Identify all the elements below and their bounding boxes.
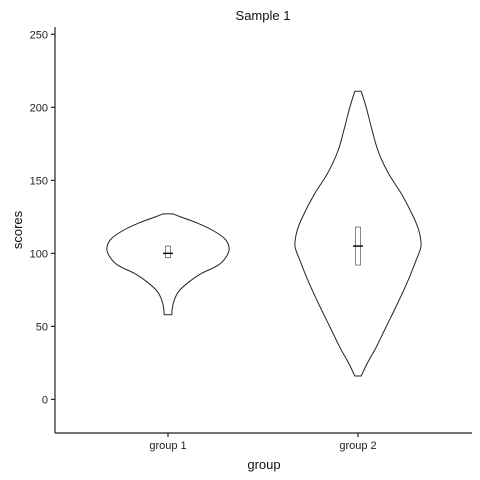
x-tick-label: group 2 xyxy=(339,440,376,452)
x-axis-title: group xyxy=(247,457,280,472)
box-iqr xyxy=(165,245,171,259)
axes-layer: 0 50 100 150 200 250 group 1 group 2 xyxy=(30,27,472,452)
violins-layer xyxy=(106,90,422,377)
violin-outline xyxy=(106,213,230,316)
y-tick-label: 0 xyxy=(42,394,48,406)
y-tick-label: 50 xyxy=(36,321,48,333)
violin-1 xyxy=(106,213,230,316)
y-tick-label: 150 xyxy=(30,175,48,187)
y-tick-label: 200 xyxy=(30,102,48,114)
y-tick-label: 100 xyxy=(30,248,48,260)
y-axis-title: scores xyxy=(10,210,25,249)
violin-outline xyxy=(294,90,422,377)
y-tick-label: 250 xyxy=(30,29,48,41)
chart-title: Sample 1 xyxy=(236,8,291,23)
x-tick-label: group 1 xyxy=(149,440,186,452)
violin-2 xyxy=(294,90,422,377)
